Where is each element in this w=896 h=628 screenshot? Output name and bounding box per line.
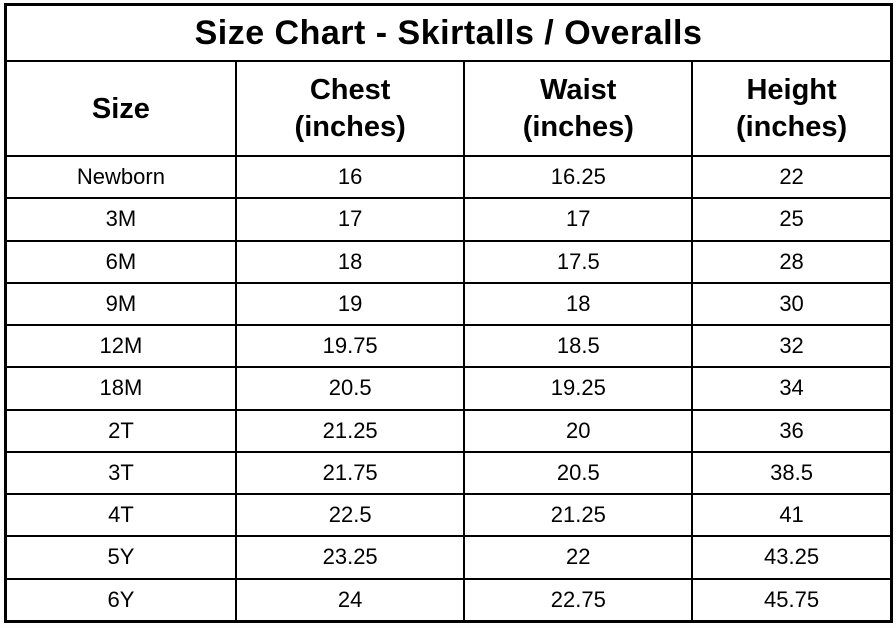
size-cell: 5Y: [4, 535, 237, 580]
waist-cell: 18: [463, 281, 694, 327]
height-cell: 34: [691, 366, 893, 411]
table-row: 9M 19 18 30: [4, 281, 893, 327]
size-cell: 6Y: [4, 577, 237, 623]
table-row: 6Y 24 22.75 45.75: [4, 577, 893, 623]
size-cell: Newborn: [4, 154, 237, 200]
height-cell: 36: [691, 408, 893, 453]
waist-cell: 22.75: [463, 577, 694, 623]
height-cell: 38.5: [691, 450, 893, 496]
table-row: 3M 17 17 25: [4, 197, 893, 242]
size-chart-table: Size Chart - Skirtalls / Overalls Size C…: [4, 3, 893, 623]
table-row: 3T 21.75 20.5 38.5: [4, 450, 893, 496]
chest-cell: 20.5: [234, 366, 466, 411]
waist-cell: 22: [463, 535, 694, 580]
chest-cell: 16: [234, 154, 466, 200]
table-row: 12M 19.75 18.5 32: [4, 324, 893, 369]
height-cell: 25: [691, 197, 893, 242]
size-cell: 6M: [4, 239, 237, 284]
table-row: 2T 21.25 20 36: [4, 408, 893, 453]
height-cell: 30: [691, 281, 893, 327]
height-cell: 28: [691, 239, 893, 284]
size-cell: 2T: [4, 408, 237, 453]
chest-cell: 22.5: [234, 493, 466, 538]
size-cell: 18M: [4, 366, 237, 411]
table-row: 18M 20.5 19.25 34: [4, 366, 893, 411]
table-row: 5Y 23.25 22 43.25: [4, 535, 893, 580]
chest-cell: 23.25: [234, 535, 466, 580]
height-cell: 22: [691, 154, 893, 200]
table-title: Size Chart - Skirtalls / Overalls: [4, 3, 893, 63]
size-cell: 3T: [4, 450, 237, 496]
size-cell: 12M: [4, 324, 237, 369]
chest-cell: 19.75: [234, 324, 466, 369]
height-cell: 45.75: [691, 577, 893, 623]
chest-cell: 18: [234, 239, 466, 284]
waist-cell: 16.25: [463, 154, 694, 200]
title-row: Size Chart - Skirtalls / Overalls: [4, 3, 893, 63]
column-header-size: Size: [4, 60, 237, 157]
chest-cell: 19: [234, 281, 466, 327]
header-row: Size Chest (inches) Waist (inches) Heigh…: [4, 60, 893, 157]
waist-cell: 19.25: [463, 366, 694, 411]
height-cell: 41: [691, 493, 893, 538]
chest-cell: 17: [234, 197, 466, 242]
size-cell: 4T: [4, 493, 237, 538]
size-cell: 9M: [4, 281, 237, 327]
column-header-height: Height (inches): [691, 60, 893, 157]
waist-cell: 17.5: [463, 239, 694, 284]
column-header-chest: Chest (inches): [234, 60, 466, 157]
waist-cell: 21.25: [463, 493, 694, 538]
height-cell: 43.25: [691, 535, 893, 580]
table-row: 6M 18 17.5 28: [4, 239, 893, 284]
waist-cell: 20.5: [463, 450, 694, 496]
height-cell: 32: [691, 324, 893, 369]
chest-cell: 21.75: [234, 450, 466, 496]
waist-cell: 17: [463, 197, 694, 242]
waist-cell: 18.5: [463, 324, 694, 369]
column-header-waist: Waist (inches): [463, 60, 694, 157]
size-cell: 3M: [4, 197, 237, 242]
chest-cell: 21.25: [234, 408, 466, 453]
waist-cell: 20: [463, 408, 694, 453]
table-row: 4T 22.5 21.25 41: [4, 493, 893, 538]
chest-cell: 24: [234, 577, 466, 623]
table-row: Newborn 16 16.25 22: [4, 154, 893, 200]
